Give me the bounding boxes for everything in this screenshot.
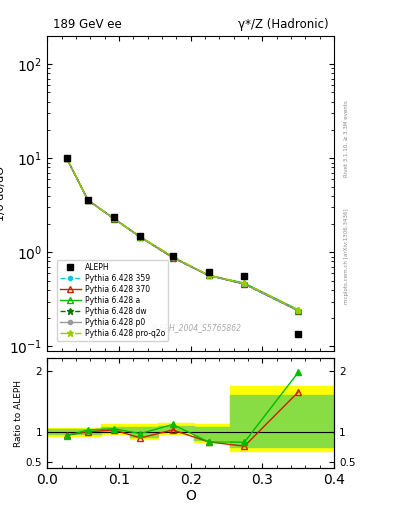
Pythia 6.428 p0 [138, 234, 143, 240]
Pythia 6.428 a [138, 234, 143, 240]
Pythia 6.428 dw [86, 197, 90, 203]
Pythia 6.428 p0 [64, 155, 69, 161]
Line: Pythia 6.428 a: Pythia 6.428 a [63, 155, 302, 313]
Pythia 6.428 a [86, 197, 90, 203]
ALEPH [112, 215, 116, 221]
Pythia 6.428 359 [112, 216, 116, 222]
Text: γ*/Z (Hadronic): γ*/Z (Hadronic) [238, 18, 328, 31]
Pythia 6.428 359 [242, 281, 247, 287]
Pythia 6.428 359 [138, 234, 143, 240]
Pythia 6.428 pro-q2o [296, 307, 301, 313]
Pythia 6.428 dw [64, 155, 69, 161]
ALEPH [138, 232, 143, 239]
Pythia 6.428 p0 [206, 272, 211, 279]
Pythia 6.428 pro-q2o [206, 272, 211, 279]
Pythia 6.428 dw [170, 254, 175, 261]
Pythia 6.428 359 [64, 155, 69, 161]
Pythia 6.428 359 [296, 308, 301, 314]
Pythia 6.428 dw [138, 234, 143, 240]
Pythia 6.428 370 [64, 155, 69, 161]
Pythia 6.428 370 [242, 281, 247, 287]
Line: Pythia 6.428 359: Pythia 6.428 359 [64, 156, 300, 313]
Pythia 6.428 pro-q2o [138, 234, 143, 240]
ALEPH [170, 252, 175, 259]
Pythia 6.428 dw [112, 216, 116, 222]
Y-axis label: Ratio to ALEPH: Ratio to ALEPH [14, 380, 23, 447]
ALEPH [64, 155, 69, 161]
Pythia 6.428 p0 [86, 197, 90, 203]
Line: ALEPH: ALEPH [63, 154, 302, 337]
Pythia 6.428 pro-q2o [242, 280, 247, 286]
Pythia 6.428 a [64, 155, 69, 161]
Pythia 6.428 pro-q2o [86, 197, 90, 203]
Pythia 6.428 370 [170, 254, 175, 261]
Text: Rivet 3.1.10, ≥ 3.3M events: Rivet 3.1.10, ≥ 3.3M events [344, 100, 349, 177]
Pythia 6.428 p0 [296, 308, 301, 314]
Pythia 6.428 dw [242, 281, 247, 287]
ALEPH [296, 331, 301, 337]
Pythia 6.428 pro-q2o [170, 253, 175, 259]
Pythia 6.428 370 [138, 234, 143, 240]
Y-axis label: 1/σ dσ/dO: 1/σ dσ/dO [0, 166, 6, 221]
Pythia 6.428 a [170, 254, 175, 260]
Pythia 6.428 359 [206, 272, 211, 279]
Pythia 6.428 a [206, 272, 211, 279]
Pythia 6.428 pro-q2o [64, 155, 69, 161]
Line: Pythia 6.428 pro-q2o: Pythia 6.428 pro-q2o [63, 155, 302, 313]
Pythia 6.428 dw [296, 308, 301, 314]
Pythia 6.428 pro-q2o [112, 216, 116, 222]
Pythia 6.428 p0 [170, 254, 175, 261]
Pythia 6.428 370 [112, 216, 116, 222]
Pythia 6.428 370 [296, 308, 301, 314]
Pythia 6.428 a [242, 280, 247, 286]
Legend: ALEPH, Pythia 6.428 359, Pythia 6.428 370, Pythia 6.428 a, Pythia 6.428 dw, Pyth: ALEPH, Pythia 6.428 359, Pythia 6.428 37… [57, 260, 168, 340]
Pythia 6.428 359 [86, 197, 90, 203]
Text: 189 GeV ee: 189 GeV ee [53, 18, 122, 31]
Pythia 6.428 a [112, 216, 116, 222]
Pythia 6.428 p0 [242, 281, 247, 287]
Pythia 6.428 dw [206, 272, 211, 279]
Line: Pythia 6.428 p0: Pythia 6.428 p0 [64, 156, 300, 313]
Pythia 6.428 370 [86, 197, 90, 203]
X-axis label: O: O [185, 489, 196, 503]
ALEPH [86, 197, 90, 203]
Text: mcplots.cern.ch [arXiv:1306.3436]: mcplots.cern.ch [arXiv:1306.3436] [344, 208, 349, 304]
Pythia 6.428 370 [206, 272, 211, 279]
Pythia 6.428 359 [170, 254, 175, 261]
ALEPH [206, 269, 211, 275]
Pythia 6.428 p0 [112, 216, 116, 222]
ALEPH [242, 273, 247, 279]
Line: Pythia 6.428 dw: Pythia 6.428 dw [63, 155, 302, 314]
Pythia 6.428 a [296, 307, 301, 313]
Text: ALEPH_2004_S5765862: ALEPH_2004_S5765862 [151, 323, 242, 332]
Line: Pythia 6.428 370: Pythia 6.428 370 [64, 155, 301, 313]
